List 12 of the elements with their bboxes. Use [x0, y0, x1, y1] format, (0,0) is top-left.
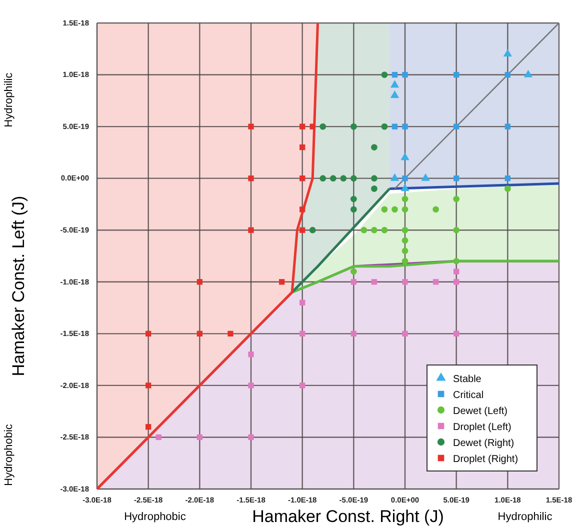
legend-label: Droplet (Right): [453, 454, 518, 465]
text: Hydrophilic: [3, 72, 15, 128]
legend-label: Droplet (Left): [453, 422, 512, 433]
legend-label: Dewet (Left): [453, 406, 508, 417]
legend-label: Stable: [453, 374, 482, 385]
legend-label: Critical: [453, 390, 484, 401]
text: Hydrophobic: [124, 511, 186, 523]
y-axis-title: Hamaker Const. Left (J): [9, 196, 28, 376]
legend-label: Dewet (Right): [453, 438, 514, 449]
x-axis-title: Hamaker Const. Right (J): [252, 507, 444, 526]
text: Hydrophilic: [498, 511, 553, 523]
text: Hydrophobic: [3, 424, 15, 486]
